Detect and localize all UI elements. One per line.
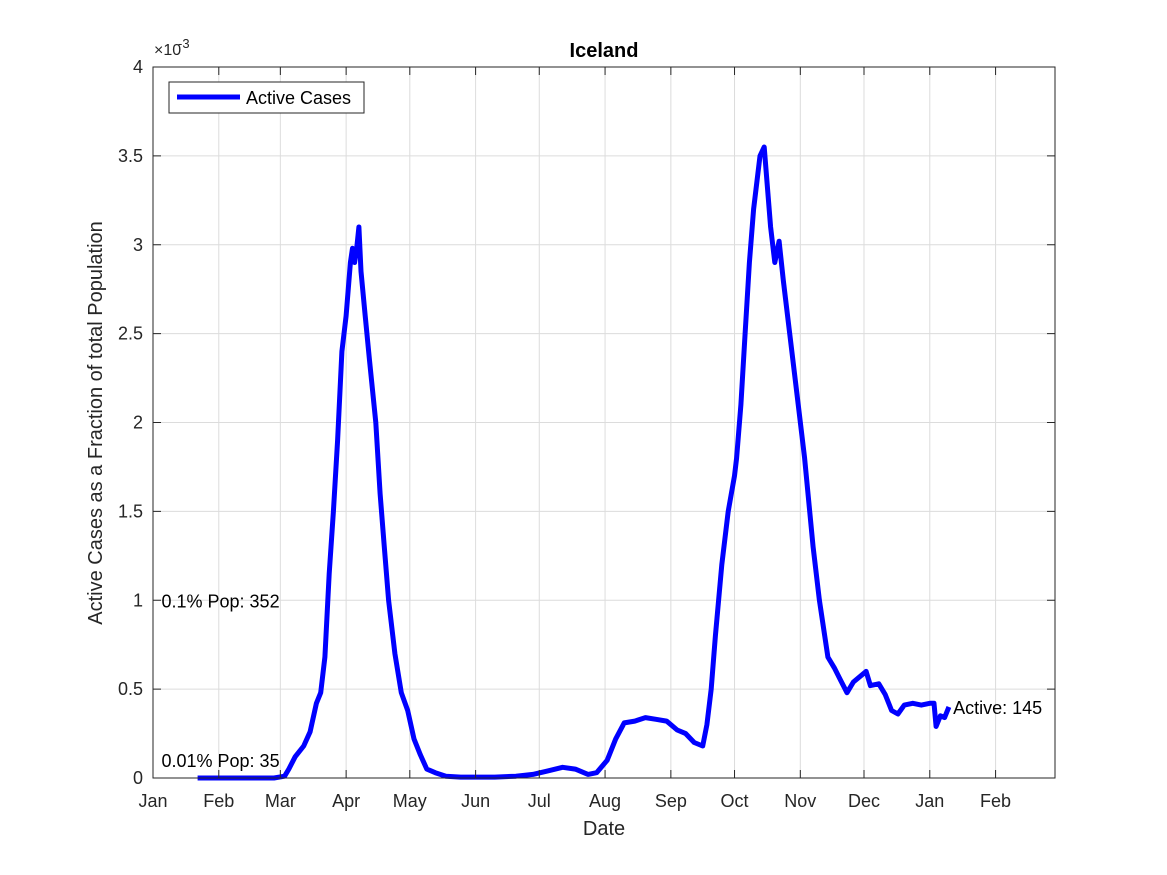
y-exponent: ×10 -3 [154,36,190,59]
chart-title: Iceland [570,40,639,62]
x-tick-label: Aug [589,791,621,811]
y-tick-label: 1 [133,590,143,610]
x-tick-label: Jun [461,791,490,811]
x-tick-label: Feb [203,791,234,811]
series-layer [197,144,952,781]
y-tick-label: 0.5 [118,679,143,699]
y-tick-label: 1.5 [118,501,143,521]
y-tick-label: 2 [133,413,143,433]
x-tick-label: Oct [721,791,749,811]
legend-box [168,81,365,114]
x-tick-label: Apr [332,791,360,811]
x-tick-label: Mar [265,791,296,811]
y-tick-label: 3 [133,235,143,255]
x-tick-label: Jan [915,791,944,811]
tick-marks [152,66,1055,779]
y-exponent-power: -3 [178,36,190,51]
legend: Active Cases [168,81,365,114]
y-tick-label: 3.5 [118,146,143,166]
series-line-active-cases [197,144,952,781]
annotation-label: 0.01% Pop: 35 [161,751,279,771]
x-tick-label: Feb [980,791,1011,811]
y-axis-label: Active Cases as a Fraction of total Popu… [85,221,107,625]
x-tick-label: Sep [655,791,687,811]
legend-entry-active-cases: Active Cases [246,88,351,108]
y-tick-label: 2.5 [118,324,143,344]
x-tick-label: Nov [784,791,816,811]
annotation-label: 0.1% Pop: 352 [161,591,279,611]
x-axis-label: Date [583,818,625,840]
x-tick-label: Jul [528,791,551,811]
x-tick-label: Dec [848,791,880,811]
y-tick-labels: 0 0.5 1 1.5 2 2.5 3 3.5 4 [118,57,143,788]
y-tick-label: 0 [133,768,143,788]
x-tick-label: May [393,791,427,811]
x-tick-label: Jan [138,791,167,811]
y-exponent-base: ×10 [154,42,181,59]
annotation-label: Active: 145 [953,698,1042,718]
x-tick-labels: Jan Feb Mar Apr May Jun Jul Aug Sep Oct Nov Dec Jan F… [138,791,1011,811]
y-tick-label: 4 [133,57,143,77]
annotations: 0.1% Pop: 352 0.01% Pop: 35 Active: 145 [161,591,1042,771]
